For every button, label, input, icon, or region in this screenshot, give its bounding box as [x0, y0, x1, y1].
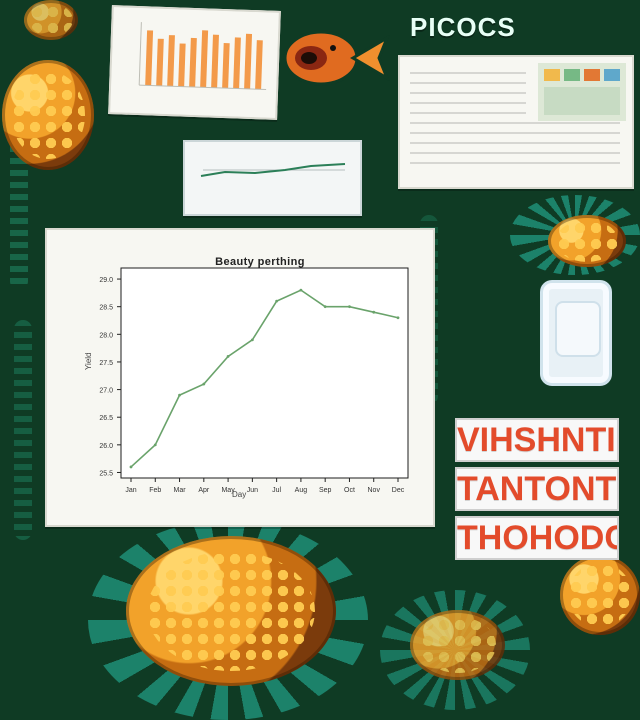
data-point — [129, 465, 133, 469]
x-tick-label: Oct — [344, 487, 355, 494]
sign-3: THOHODC — [455, 516, 619, 560]
headline: PICOCS — [410, 12, 516, 42]
main-chart-xlabel: Day — [232, 490, 247, 499]
y-tick-label: 28.5 — [99, 305, 113, 312]
corn-illustration — [2, 60, 94, 170]
series-line — [130, 289, 399, 468]
sign-1: VIHSHNTI IS — [455, 418, 619, 462]
bar-chart-graphic — [110, 7, 279, 118]
x-tick-label: Apr — [198, 487, 210, 494]
main-chart-title: Beauty perthing — [215, 256, 305, 268]
x-tick-label: Jan — [125, 487, 136, 494]
corn-illustration — [24, 0, 78, 40]
fish-emblem — [283, 30, 390, 86]
sign-stack: VIHSHNTI IS TANTONTEC THOHODC — [447, 400, 619, 560]
data-point — [323, 305, 327, 309]
y-tick-label: 28.0 — [99, 332, 113, 339]
x-tick-label: Aug — [295, 487, 308, 494]
sign-2: TANTONTEC — [455, 467, 619, 511]
data-point — [372, 310, 376, 314]
y-tick-label: 26.0 — [99, 443, 113, 450]
data-point — [178, 393, 181, 397]
data-point — [226, 355, 230, 358]
bar-chart-paper — [108, 5, 281, 120]
vine-decoration — [14, 320, 32, 540]
device-illustration — [540, 280, 612, 386]
small-line-screen — [183, 140, 362, 216]
dashboard-paper — [398, 55, 634, 189]
corn-illustration — [410, 610, 505, 680]
y-tick-label: 25.5 — [99, 470, 113, 477]
data-point — [202, 382, 206, 386]
data-point — [348, 305, 351, 309]
x-tick-label: Jul — [272, 487, 281, 494]
data-point — [153, 443, 157, 447]
x-tick-label: Feb — [149, 487, 161, 494]
data-point — [396, 316, 400, 320]
x-tick-label: Sep — [319, 487, 332, 494]
x-tick-label: Mar — [174, 487, 187, 494]
dashboard-graphic — [400, 57, 632, 187]
data-point — [299, 288, 303, 292]
x-tick-label: Dec — [392, 487, 405, 494]
data-point — [250, 338, 254, 342]
corn-illustration — [126, 536, 336, 686]
y-tick-label: 27.5 — [99, 360, 113, 367]
x-tick-label: May — [221, 487, 235, 494]
x-tick-label: Nov — [368, 487, 381, 494]
corn-illustration — [548, 215, 626, 267]
y-tick-label: 26.5 — [99, 415, 113, 422]
small-line-graphic — [185, 142, 360, 214]
data-point — [275, 299, 279, 303]
corn-illustration — [560, 555, 640, 635]
y-tick-label: 29.0 — [99, 277, 113, 284]
y-tick-label: 27.0 — [99, 388, 113, 395]
x-tick-label: Jun — [247, 487, 258, 494]
main-chart-svg: 29.0 28.5 28.0 27.5 27.0 26.5 26.0 25.5 Jan Feb M… — [99, 267, 409, 494]
